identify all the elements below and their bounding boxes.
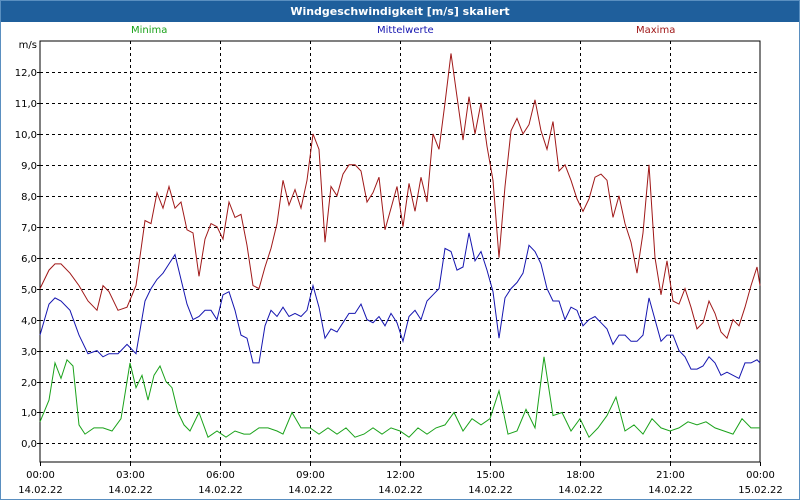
x-tick-label-date: 14.02.22 [378,485,423,496]
x-tick-label-time: 12:00 [386,470,415,481]
x-tick-label-date: 14.02.22 [198,485,243,496]
y-tick-label: 5,0 [21,285,37,296]
y-tick-label: 2,0 [21,378,37,389]
y-tick-label: 9,0 [21,161,37,172]
y-tick-label: 6,0 [21,254,37,265]
x-tick-label-date: 15.02.22 [738,485,783,496]
x-tick-label-time: 03:00 [116,470,145,481]
legend-maxima: Maxima [636,25,676,36]
x-tick-label-time: 06:00 [206,470,235,481]
y-axis-label: m/s [19,40,37,51]
y-tick-label: 0,0 [21,439,37,450]
x-tick-label-date: 14.02.22 [648,485,693,496]
x-tick-label-time: 09:00 [296,470,325,481]
y-tick-label: 3,0 [21,347,37,358]
x-tick-label-time: 21:00 [656,470,685,481]
series-line-mittelwerte [39,232,761,380]
legend-mittelwerte: Mittelwerte [377,25,434,36]
series-line-minima [39,356,760,439]
x-tick-label-date: 14.02.22 [468,485,513,496]
y-tick-label: 10,0 [15,130,37,141]
x-tick-label-time: 00:00 [746,470,775,481]
x-tick-label-date: 14.02.22 [108,485,153,496]
x-tick-label-date: 14.02.22 [18,485,63,496]
y-tick-label: 8,0 [21,192,37,203]
y-tick-label: 4,0 [21,316,37,327]
x-tick-label-date: 14.02.22 [288,485,333,496]
y-tick-label: 11,0 [15,99,37,110]
y-tick-label: 7,0 [21,223,37,234]
legend-minima: Minima [131,25,168,36]
series-line-maxima [39,53,761,340]
x-tick-label-time: 15:00 [476,470,505,481]
y-tick-label: 12,0 [15,68,37,79]
x-tick-label-date: 14.02.22 [558,485,603,496]
y-tick-label: 1,0 [21,408,37,419]
x-tick-label-time: 00:00 [26,470,55,481]
x-tick-label-time: 18:00 [566,470,595,481]
window-title: Windgeschwindigkeit [m/s] skaliert [1,1,799,22]
